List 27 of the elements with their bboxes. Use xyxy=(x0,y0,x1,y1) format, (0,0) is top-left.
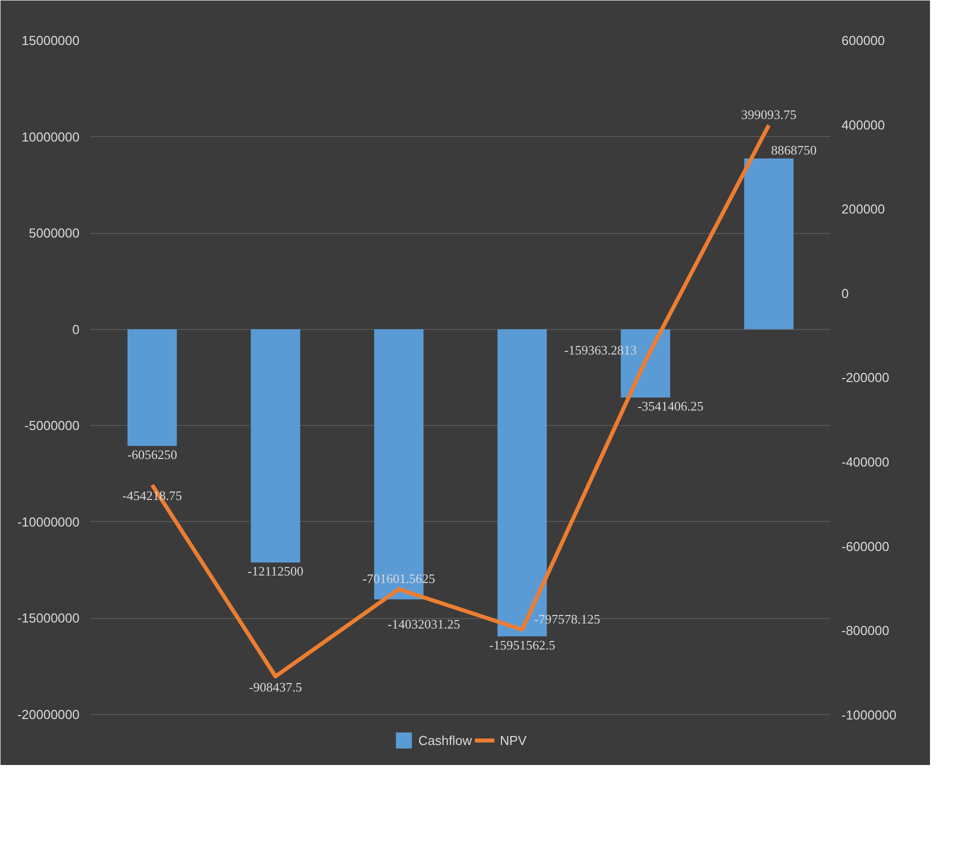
y2-tick-label: 0 xyxy=(842,286,849,301)
data-label: -3541406.25 xyxy=(637,398,704,414)
y-tick-label: -20000000 xyxy=(17,706,80,722)
data-label: 8868750 xyxy=(771,142,817,158)
y-tick-label: -5000000 xyxy=(24,418,80,434)
y2-tick-label: -200000 xyxy=(842,370,890,386)
y2-tick-label: -1000000 xyxy=(842,707,896,722)
data-label: -14032031.25 xyxy=(388,616,460,632)
data-label: -6056250 xyxy=(127,446,178,462)
y2-tick-label: -600000 xyxy=(842,538,890,554)
y2-tick-label: -800000 xyxy=(842,623,890,638)
y-tick-label: -15000000 xyxy=(17,610,80,626)
legend-label: Cashflow xyxy=(418,732,472,748)
y-tick-label: 10000000 xyxy=(22,129,80,144)
y-tick-label: 5000000 xyxy=(28,226,80,241)
y-tick-label: 15000000 xyxy=(22,33,80,48)
data-label: 399093.75 xyxy=(741,107,796,122)
data-label: -908437.5 xyxy=(248,679,302,694)
data-label: -12112500 xyxy=(248,563,304,578)
data-label: -15951562.5 xyxy=(489,637,556,652)
y2-tick-label: 200000 xyxy=(842,202,885,217)
y2-tick-label: 400000 xyxy=(842,117,885,132)
y2-tick-label: 600000 xyxy=(842,33,885,48)
y2-tick-label: -400000 xyxy=(842,454,890,470)
y-tick-label: -10000000 xyxy=(17,514,80,530)
y-tick-label: 0 xyxy=(72,322,80,337)
legend-label: NPV xyxy=(500,732,527,748)
